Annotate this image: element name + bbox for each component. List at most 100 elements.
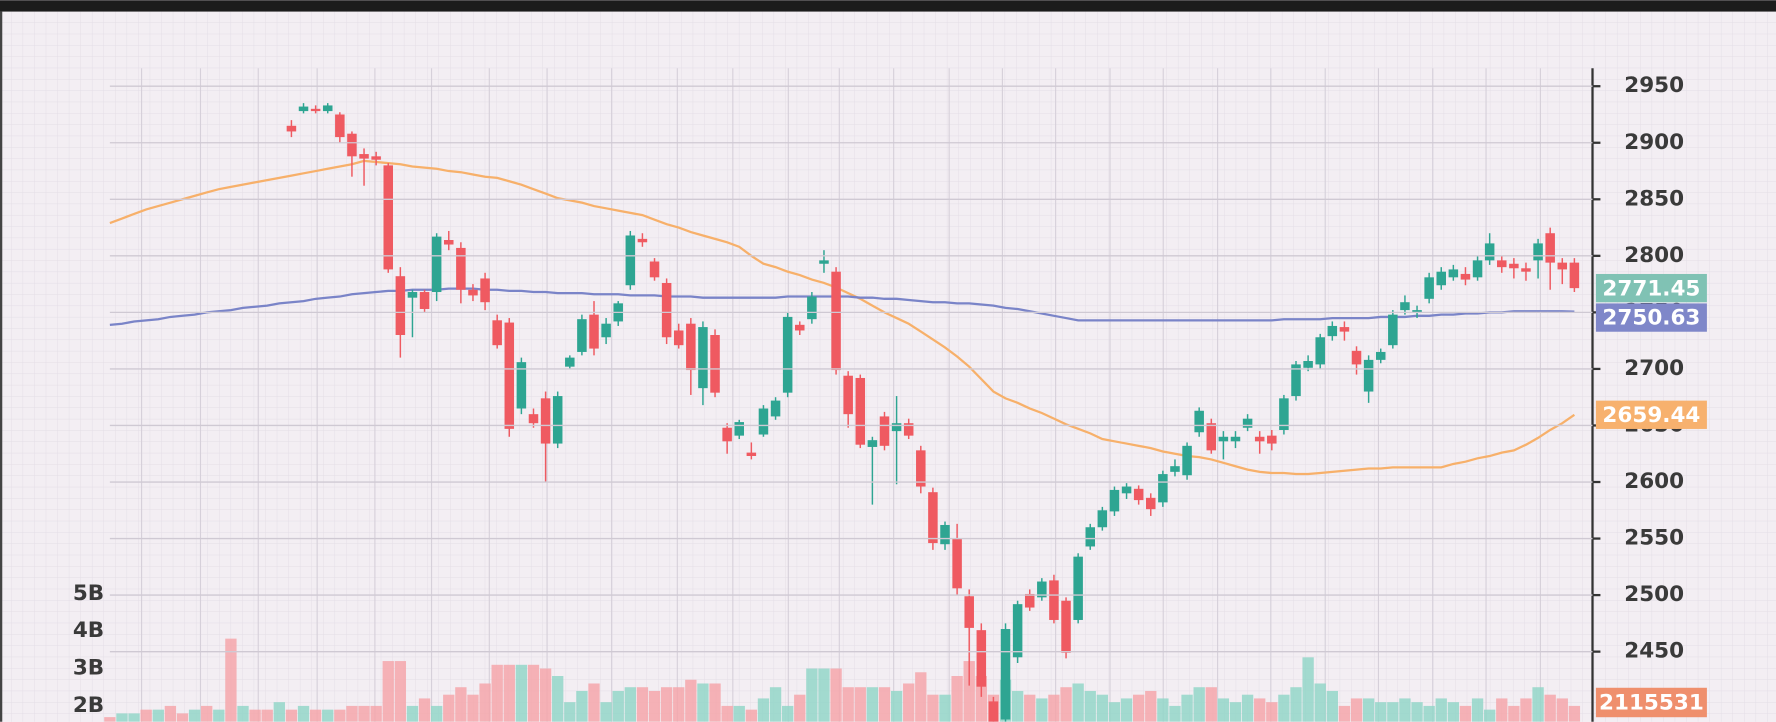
volume-bar <box>1145 690 1157 722</box>
volume-bar <box>697 683 709 722</box>
volume-bar <box>1471 698 1484 722</box>
volume-bar <box>128 713 140 722</box>
volume-bar <box>1096 694 1109 722</box>
volume-tick-label: 2B <box>73 693 104 718</box>
volume-bar <box>1132 694 1145 722</box>
candle-body <box>734 422 745 436</box>
volume-bar <box>830 668 842 722</box>
volume-bar <box>503 664 515 722</box>
candle-body <box>1388 314 1398 346</box>
candle-body <box>310 108 321 112</box>
candle-body <box>1484 243 1495 261</box>
candle-body <box>637 238 648 243</box>
volume-bar <box>709 683 721 722</box>
candle-body <box>1533 243 1543 261</box>
volume-bar <box>467 694 479 722</box>
candle-body <box>795 324 805 331</box>
candle-body <box>480 278 490 303</box>
volume-bar <box>1302 657 1314 722</box>
candle-body <box>1363 359 1374 392</box>
volume-bar <box>1338 705 1351 722</box>
candle-body <box>625 235 636 286</box>
volume-bar <box>769 687 782 722</box>
candle-body <box>976 630 987 687</box>
volume-bar <box>1217 698 1230 722</box>
volume-bar <box>624 687 636 722</box>
volume-bar <box>600 702 612 722</box>
candle-body <box>1206 423 1217 451</box>
candle-body <box>1291 364 1301 397</box>
volume-bar <box>1435 698 1447 722</box>
candle-body <box>661 282 672 338</box>
volume-bar <box>261 709 273 722</box>
volume-bar <box>721 705 733 722</box>
volume-bar <box>1011 690 1024 722</box>
volume-bar <box>1120 698 1133 722</box>
candle-body <box>903 423 914 436</box>
candle-body <box>722 427 732 442</box>
volume-bar <box>794 694 806 722</box>
candle-body <box>686 323 696 371</box>
volume-bar <box>237 705 249 722</box>
volume-bar <box>1423 705 1435 722</box>
volume-bar <box>1411 702 1423 722</box>
volume-bar <box>878 687 891 722</box>
volume-bar <box>188 709 201 722</box>
volume-bar <box>1290 687 1302 722</box>
volume-bar <box>1157 698 1169 722</box>
volume-bar <box>842 687 854 722</box>
volume-bar <box>140 709 152 722</box>
volume-bar <box>1241 694 1254 722</box>
volume-bar <box>927 694 939 722</box>
y-tick-label: 2850 <box>1624 186 1684 211</box>
candle-body <box>758 408 769 435</box>
volume-bar <box>588 683 600 722</box>
volume-bar <box>951 676 963 722</box>
fine-grid <box>0 11 1776 722</box>
volume-bar <box>915 672 927 722</box>
volume-bar <box>975 676 987 722</box>
candle-body <box>988 701 999 722</box>
volume-bar <box>358 705 370 722</box>
volume-bar <box>818 668 830 722</box>
volume-bar <box>866 687 879 722</box>
volume-bar <box>1205 687 1217 722</box>
volume-bar <box>297 705 310 722</box>
volume-bar <box>1532 687 1544 722</box>
volume-bar <box>418 698 431 722</box>
volume-bar <box>1350 698 1363 722</box>
candle-body <box>746 452 757 457</box>
candle-body <box>371 156 381 160</box>
candle-body <box>528 414 539 424</box>
candle-body <box>359 154 369 159</box>
candle-body <box>807 296 817 320</box>
value-label: 2659.44 <box>1602 403 1700 428</box>
volume-bar <box>745 709 758 722</box>
candle-body <box>782 316 793 393</box>
volume-tick-label: 5B <box>73 581 104 606</box>
candle-body <box>1545 233 1555 263</box>
volume-bar <box>1254 698 1266 722</box>
candle-body <box>1121 486 1132 494</box>
candle-body <box>1133 488 1144 501</box>
candle-body <box>1400 302 1410 311</box>
volume-bar <box>1314 683 1326 722</box>
volume-bar <box>733 705 745 722</box>
volume-bar <box>1048 694 1060 722</box>
volume-bar <box>854 687 866 722</box>
value-label-box <box>1595 303 1707 332</box>
volume-bar <box>273 702 285 722</box>
candle-body <box>964 596 974 628</box>
volume-bar <box>1036 698 1048 722</box>
y-tick-label: 2900 <box>1624 130 1684 155</box>
left-edge <box>0 11 3 722</box>
volume-bar <box>673 687 685 722</box>
volume-bar <box>370 705 382 722</box>
volume-bar <box>164 705 177 722</box>
candle-body <box>589 314 599 349</box>
volume-bar <box>249 709 261 722</box>
volume-bar <box>1229 702 1242 722</box>
volume-bar <box>1508 705 1520 722</box>
candle-body <box>1109 489 1120 512</box>
